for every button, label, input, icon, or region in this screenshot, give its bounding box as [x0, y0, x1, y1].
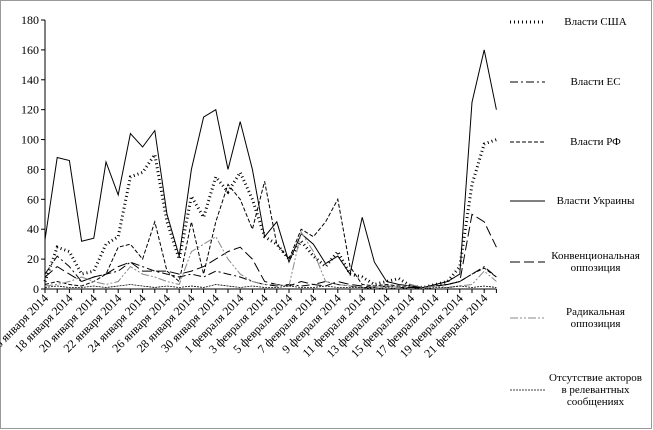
- y-tick-label: 40: [27, 222, 39, 236]
- legend-label: Радикальная оппозиция: [566, 306, 625, 330]
- y-tick-label: 60: [27, 192, 39, 206]
- y-tick-label: 140: [21, 73, 39, 87]
- y-tick-label: 120: [21, 103, 39, 117]
- y-tick-label: 0: [33, 282, 39, 296]
- legend-label: Власти Украины: [556, 195, 635, 207]
- legend-label: Власти РФ: [570, 136, 621, 148]
- series-line: [44, 181, 497, 288]
- y-tick-label: 100: [21, 133, 39, 147]
- series-line: [44, 49, 497, 289]
- series-line: [44, 255, 497, 288]
- y-tick-label: 80: [27, 162, 39, 176]
- series-line: [44, 213, 497, 289]
- y-tick-label: 180: [21, 13, 39, 27]
- series-line: [44, 230, 497, 289]
- legend-label: Отсутствие акторов в релевантных сообщен…: [549, 372, 642, 408]
- y-tick-label: 20: [27, 252, 39, 266]
- legend-label: Власти США: [564, 16, 627, 28]
- y-tick-label: 160: [21, 43, 39, 57]
- legend-label: Власти ЕС: [570, 76, 621, 88]
- series-line: [44, 284, 497, 290]
- legend-label: Конвенциональная оппозиция: [551, 250, 640, 274]
